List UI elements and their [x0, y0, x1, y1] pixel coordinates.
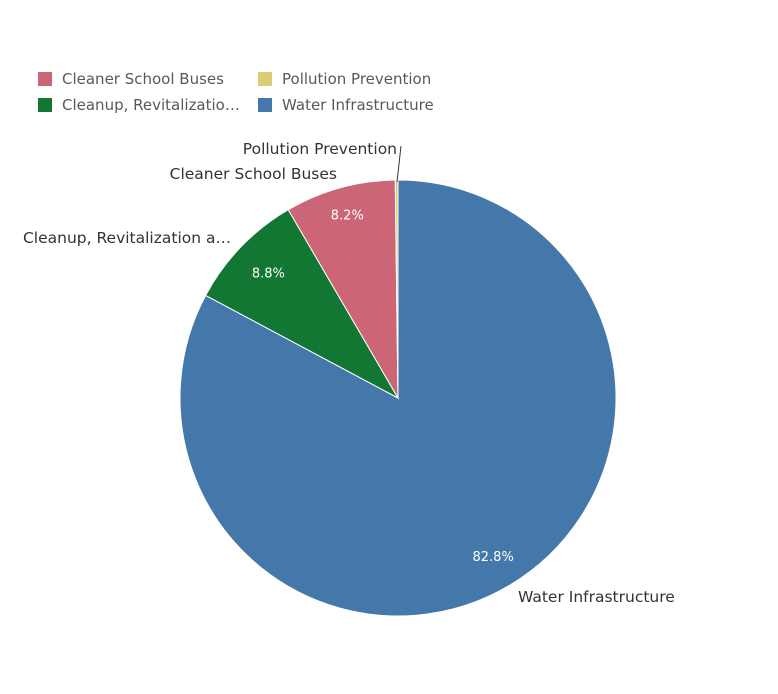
slice-label-cleanup: Cleanup, Revitalization a… — [23, 229, 231, 247]
legend-swatch-cleanup — [38, 98, 52, 112]
legend-label-water: Water Infrastructure — [282, 96, 434, 114]
pct-label-water: 82.8% — [473, 550, 514, 565]
pie-slice-pollution[interactable] — [394, 179, 399, 399]
legend-label-cleanup: Cleanup, Revitalizatio… — [62, 96, 240, 114]
pie-slices — [179, 179, 617, 617]
pie-slice-cleanup[interactable] — [204, 208, 400, 400]
leader-line-pollution — [396, 145, 402, 183]
pct-label-buses: 8.2% — [331, 208, 364, 223]
slice-label-buses: Cleaner School Buses — [170, 165, 337, 183]
pie-slice-buses[interactable] — [287, 179, 399, 400]
legend-swatch-water — [258, 98, 272, 112]
legend-item-buses[interactable]: Cleaner School Buses — [38, 68, 224, 90]
legend-swatch-buses — [38, 72, 52, 86]
percent-labels: 82.8% 8.8% 8.2% — [252, 208, 514, 565]
slice-label-pollution: Pollution Prevention — [243, 140, 397, 158]
legend-label-pollution: Pollution Prevention — [282, 70, 432, 88]
legend-item-water[interactable]: Water Infrastructure — [258, 94, 434, 116]
outer-labels: Water Infrastructure Cleanup, Revitalizat… — [23, 140, 675, 606]
legend: Cleaner School Buses Pollution Prevention… — [38, 68, 458, 116]
legend-label-buses: Cleaner School Buses — [62, 70, 224, 88]
legend-item-cleanup[interactable]: Cleanup, Revitalizatio… — [38, 94, 240, 116]
pct-label-cleanup: 8.8% — [252, 267, 285, 282]
slice-label-water: Water Infrastructure — [518, 588, 675, 606]
legend-swatch-pollution — [258, 72, 272, 86]
legend-item-pollution[interactable]: Pollution Prevention — [258, 68, 431, 90]
